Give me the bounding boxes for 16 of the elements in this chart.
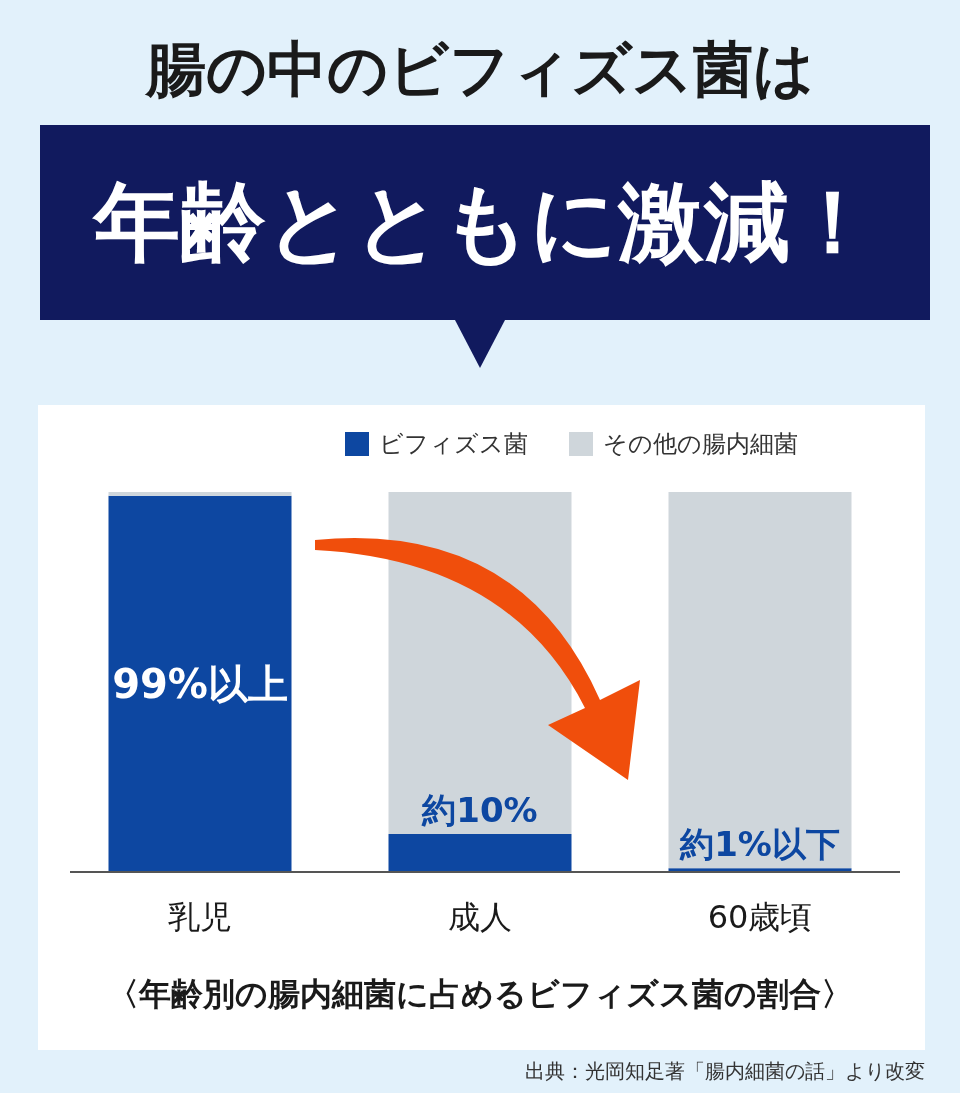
data-label: 約10% <box>421 790 538 830</box>
title: 腸の中のビフィズス菌は <box>146 34 814 104</box>
bar <box>668 492 852 869</box>
bar <box>108 492 292 496</box>
text: 〈年齢別の腸内細菌に占めるビフィズス菌の割合〉 <box>107 975 853 1013</box>
x-tick-label: 乳児 <box>168 898 232 936</box>
x-tick-label: 成人 <box>448 898 512 936</box>
data-label: 99%以上 <box>112 660 288 707</box>
source-note: 出典：光岡知足著「腸内細菌の話」より改変 <box>525 1059 925 1083</box>
legend-label: ビフィズス菌 <box>379 430 528 458</box>
subtitle: 年齢とともに激減！ <box>94 172 876 272</box>
bar <box>388 834 572 872</box>
x-tick-label: 60歳頃 <box>707 898 813 936</box>
legend-label: その他の腸内細菌 <box>603 430 798 458</box>
bar <box>108 495 292 872</box>
data-label: 約1%以下 <box>679 824 840 865</box>
